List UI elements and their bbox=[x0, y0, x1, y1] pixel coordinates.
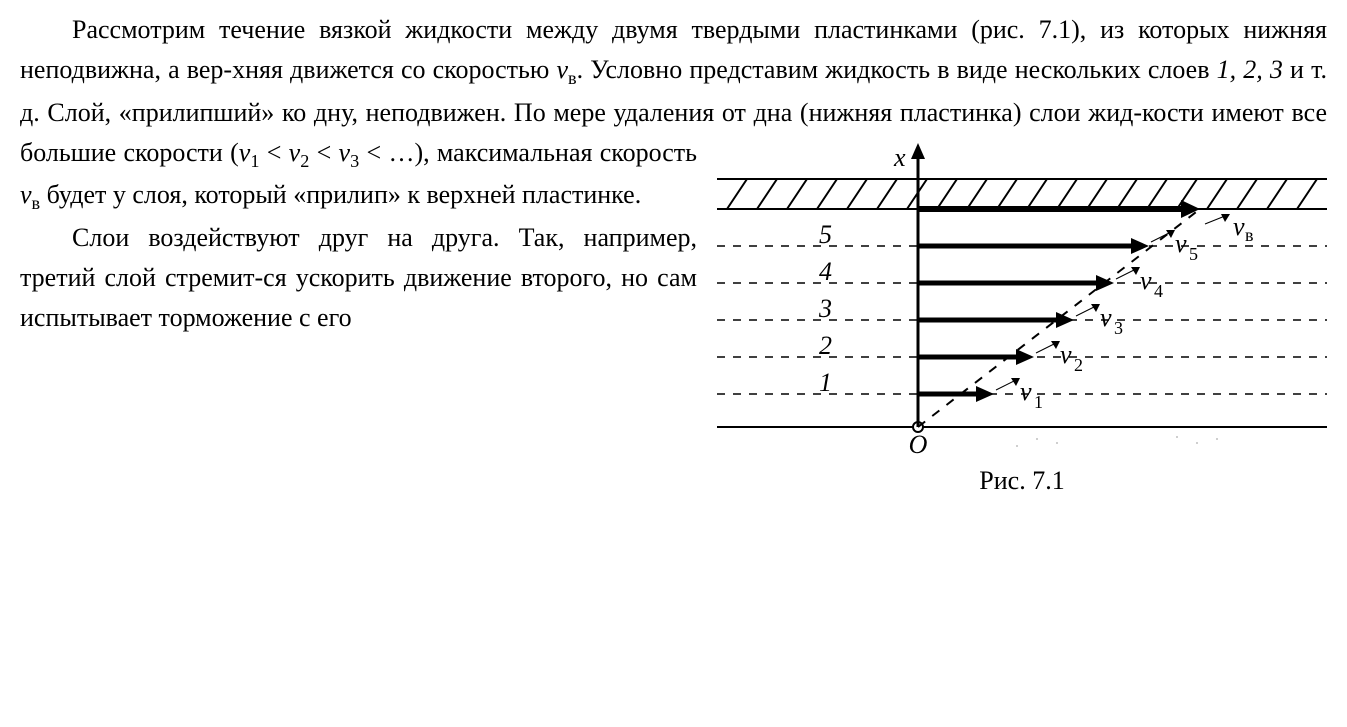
document-text: Рассмотрим течение вязкой жидкости между… bbox=[20, 10, 1327, 339]
layer-number: 1 bbox=[819, 368, 832, 397]
svg-text:4: 4 bbox=[1154, 281, 1163, 301]
svg-text:v: v bbox=[1140, 266, 1152, 295]
text-run: …), максимальная скорость bbox=[381, 138, 697, 167]
axis-label: x bbox=[893, 143, 906, 172]
layer-number: 5 bbox=[819, 220, 832, 249]
layer-nums: 1, 2, 3 bbox=[1217, 55, 1283, 84]
text-run: . Условно представим жидкость в виде нес… bbox=[577, 55, 1217, 84]
origin-label: O bbox=[909, 430, 928, 459]
s2: 2 bbox=[300, 151, 309, 171]
svg-text:5: 5 bbox=[1189, 244, 1198, 264]
svg-text:v: v bbox=[1233, 212, 1245, 241]
vv2: v bbox=[20, 180, 32, 209]
svg-text:3: 3 bbox=[1114, 318, 1123, 338]
velocity-profile-diagram: O x bbox=[717, 141, 1327, 461]
svg-text:1: 1 bbox=[1034, 392, 1043, 412]
top-arrow bbox=[918, 200, 1200, 218]
paragraph-1: Рассмотрим течение вязкой жидкости между… bbox=[20, 10, 1327, 218]
s3: 3 bbox=[350, 151, 359, 171]
v1: v bbox=[239, 138, 251, 167]
layer-number: 3 bbox=[818, 294, 832, 323]
v-top-label: v в bbox=[1205, 212, 1254, 245]
v3: v bbox=[339, 138, 351, 167]
layer-number: 2 bbox=[819, 331, 832, 360]
figure: O x bbox=[717, 141, 1327, 501]
text-run: будет у слоя, который «прилип» к верхней… bbox=[40, 180, 641, 209]
v-symbol: v bbox=[556, 55, 568, 84]
svg-text:2: 2 bbox=[1074, 355, 1083, 375]
svg-text:v: v bbox=[1100, 303, 1112, 332]
v-sub: в bbox=[568, 68, 577, 88]
svv2: в bbox=[32, 194, 41, 214]
svg-text:в: в bbox=[1245, 225, 1254, 245]
s1: 1 bbox=[250, 151, 259, 171]
text-run: Слои воздействуют друг на друга. Так, на… bbox=[20, 223, 697, 333]
v2: v bbox=[289, 138, 301, 167]
svg-text:v: v bbox=[1020, 377, 1032, 406]
figure-caption: Рис. 7.1 bbox=[979, 466, 1064, 495]
layer-number: 4 bbox=[819, 257, 832, 286]
svg-text:v: v bbox=[1060, 340, 1072, 369]
svg-text:v: v bbox=[1175, 229, 1187, 258]
